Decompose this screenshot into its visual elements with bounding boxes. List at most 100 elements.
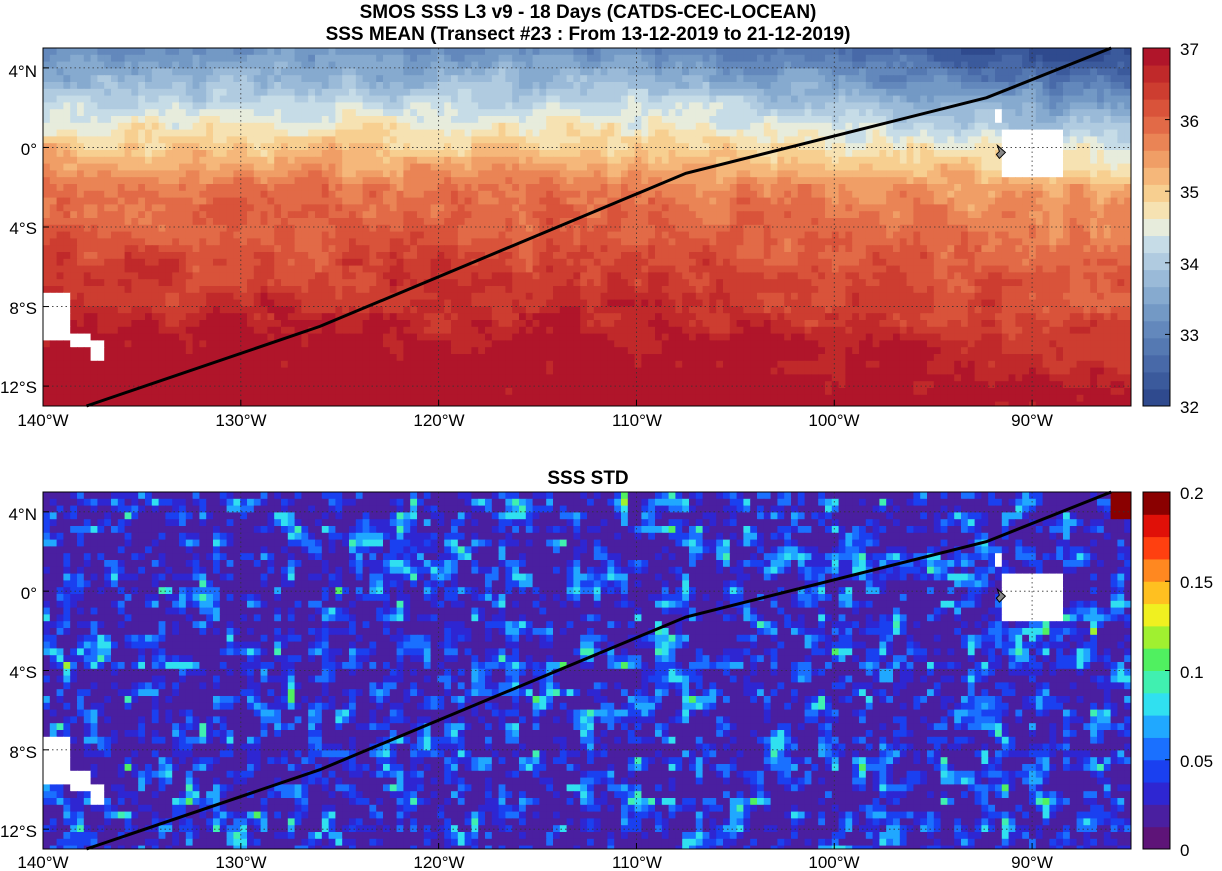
heatmap-cell [648,191,655,198]
heatmap-cell [267,136,274,143]
heatmap-cell [138,211,145,218]
heatmap-cell [104,150,111,157]
heatmap-cell [213,68,220,75]
heatmap-cell [465,75,472,82]
heatmap-cell [274,150,281,157]
heatmap-cell [403,184,410,191]
heatmap-cell [703,55,710,62]
heatmap-cell [893,170,900,177]
heatmap-cell [410,96,417,103]
heatmap-cell [723,198,730,205]
heatmap-cell [791,191,798,198]
heatmap-cell [1063,55,1070,62]
heatmap-cell [206,211,213,218]
heatmap-cell [873,130,880,137]
heatmap-cell [669,143,676,150]
heatmap-cell [573,130,580,137]
heatmap-cell [369,211,376,218]
heatmap-cell [499,198,506,205]
heatmap-cell [1097,116,1104,123]
heatmap-cell [1056,164,1063,171]
heatmap-cell [349,184,356,191]
heatmap-cell [716,204,723,211]
heatmap-cell [1104,177,1111,184]
heatmap-cell [560,96,567,103]
heatmap-cell [111,96,118,103]
heatmap-cell [771,116,778,123]
heatmap-cell [274,238,281,245]
heatmap-cell [444,245,451,252]
heatmap-cell [63,82,70,89]
heatmap-cell [913,232,920,239]
heatmap-cell [499,48,506,55]
heatmap-cell [342,204,349,211]
heatmap-cell [281,238,288,245]
heatmap-cell [1090,232,1097,239]
heatmap-cell [322,218,329,225]
heatmap-cell [662,245,669,252]
heatmap-cell [478,143,485,150]
heatmap-cell [975,232,982,239]
heatmap-cell [281,89,288,96]
heatmap-cell [179,191,186,198]
heatmap-cell [689,96,696,103]
heatmap-cell [832,252,839,259]
heatmap-cell [329,143,336,150]
heatmap-cell [614,232,621,239]
heatmap-cell [682,130,689,137]
heatmap-cell [818,109,825,116]
heatmap-cell [485,136,492,143]
heatmap-cell [1097,170,1104,177]
heatmap-cell [301,150,308,157]
heatmap-cell [227,102,234,109]
heatmap-cell [1009,211,1016,218]
heatmap-cell [635,68,642,75]
heatmap-cell [50,191,57,198]
heatmap-cell [295,218,302,225]
heatmap-cell [485,218,492,225]
heatmap-cell [927,68,934,75]
heatmap-cell [1029,123,1036,130]
heatmap-cell [322,143,329,150]
heatmap-cell [199,82,206,89]
heatmap-cell [261,102,268,109]
heatmap-cell [410,102,417,109]
heatmap-cell [97,204,104,211]
heatmap-cell [363,55,370,62]
heatmap-cell [648,68,655,75]
heatmap-cell [1056,232,1063,239]
heatmap-cell [1015,252,1022,259]
heatmap-cell [376,191,383,198]
heatmap-cell [91,238,98,245]
heatmap-cell [750,82,757,89]
heatmap-cell [410,123,417,130]
heatmap-cell [1070,89,1077,96]
heatmap-cell [526,136,533,143]
heatmap-cell [641,89,648,96]
heatmap-cell [927,96,934,103]
heatmap-cell [553,109,560,116]
heatmap-cell [791,198,798,205]
heatmap-cell [635,82,642,89]
heatmap-cell [628,136,635,143]
heatmap-cell [927,130,934,137]
heatmap-cell [1070,143,1077,150]
heatmap-cell [329,204,336,211]
heatmap-cell [465,68,472,75]
heatmap-cell [893,184,900,191]
heatmap-cell [669,218,676,225]
heatmap-cell [614,164,621,171]
heatmap-cell [356,184,363,191]
heatmap-cell [723,116,730,123]
heatmap-cell [376,204,383,211]
heatmap-cell [492,225,499,232]
heatmap-cell [261,204,268,211]
heatmap-cell [403,116,410,123]
heatmap-cell [376,116,383,123]
heatmap-cell [737,218,744,225]
heatmap-cell [832,191,839,198]
heatmap-cell [934,204,941,211]
heatmap-cell [675,184,682,191]
heatmap-cell [825,157,832,164]
heatmap-cell [1029,157,1036,164]
